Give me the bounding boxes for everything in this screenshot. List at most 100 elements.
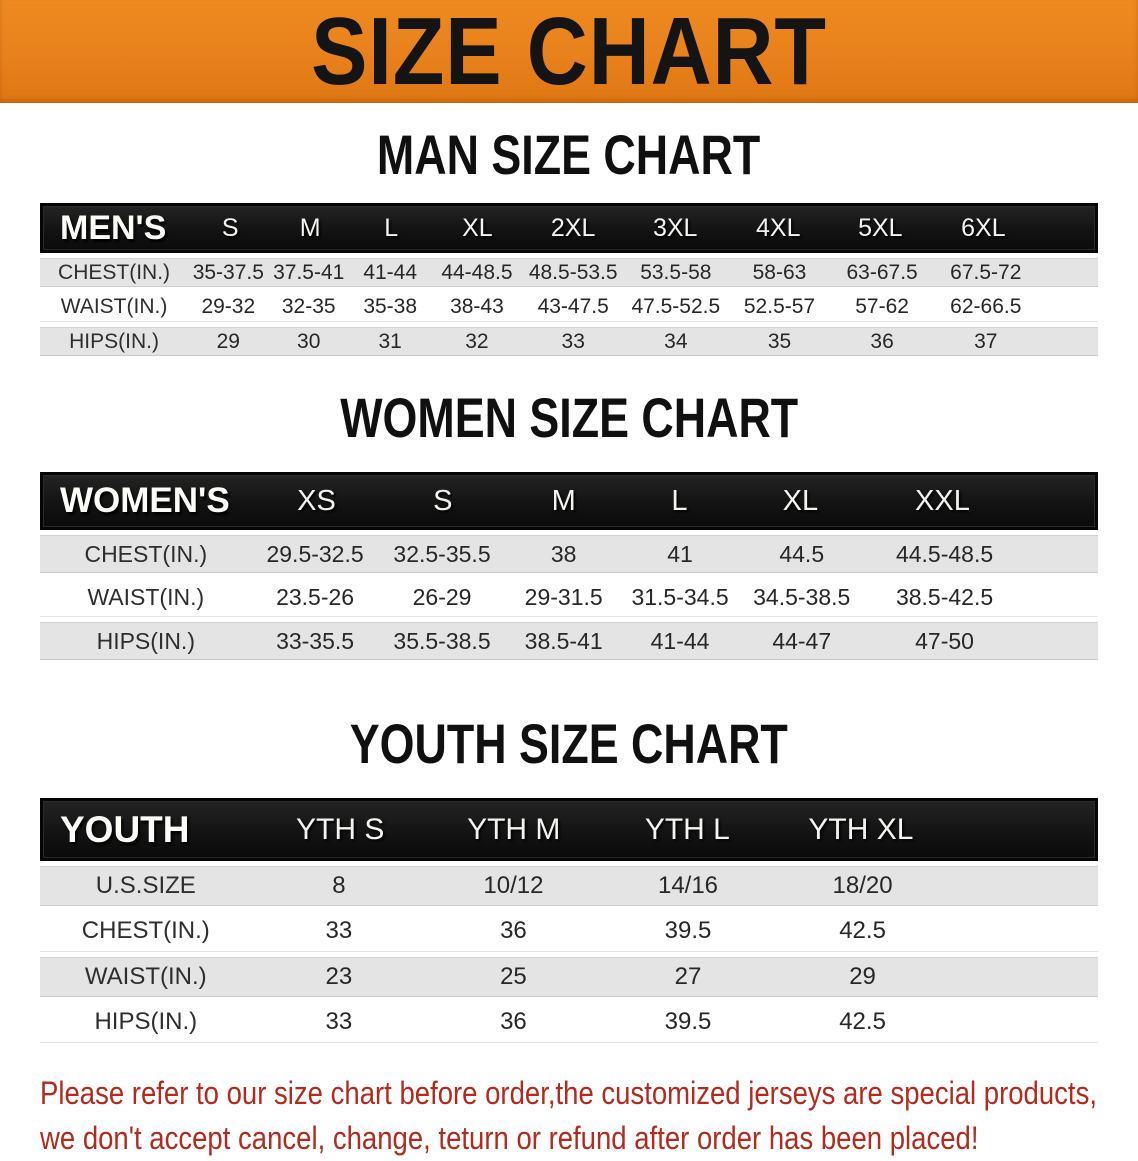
table-row: WAIST(IN.) 23.5-26 26-29 29-31.5 31.5-34.5 34… [40, 578, 1098, 617]
column-header: S [433, 484, 453, 517]
size-table: WOMEN'S XS S M L XL XXL CHEST(IN.) 29.5-32.5 32.5… [40, 472, 1098, 660]
section-heading: MAN SIZE CHART [377, 123, 761, 186]
size-value: 48.5-53.5 [528, 260, 618, 284]
size-value: 10/12 [483, 872, 544, 899]
size-section: MAN SIZE CHART MEN'S S M L XL 2XL 3XL 4XL 5XL 6XL C… [0, 127, 1138, 356]
row-label: CHEST(IN.) [58, 260, 171, 284]
column-header: XL [782, 484, 819, 517]
row-label: HIPS(IN.) [94, 1008, 198, 1035]
table-header-row: YOUTH YTH S YTH M YTH L YTH XL [40, 798, 1098, 861]
table-corner-label: MEN'S [60, 208, 167, 247]
table-row: CHEST(IN.) 33 36 39.5 42.5 [40, 911, 1098, 952]
table-row: HIPS(IN.) 33-35.5 35.5-38.5 38.5-41 41-44 44-… [40, 622, 1098, 660]
size-value: 44.5-48.5 [895, 540, 994, 567]
size-value: 63-67.5 [846, 260, 918, 284]
table-row: CHEST(IN.) 35-37.5 37.5-41 41-44 44-48.5 48.5… [40, 258, 1098, 287]
size-value: 26-29 [412, 583, 472, 610]
size-value: 53.5-58 [640, 260, 712, 284]
size-value: 23.5-26 [276, 583, 355, 610]
column-header: YTH M [467, 812, 561, 846]
size-value: 33 [325, 1008, 353, 1035]
size-value: 29-31.5 [524, 583, 603, 610]
size-value: 42.5 [839, 917, 886, 944]
table-corner-label: YOUTH [60, 808, 190, 850]
size-value: 25 [500, 963, 527, 990]
size-value: 41 [667, 540, 693, 567]
size-value: 67.5-72 [950, 260, 1022, 284]
column-header: XS [297, 484, 336, 517]
column-header: L [671, 484, 688, 517]
column-header: M [551, 484, 576, 517]
size-value: 42.5 [839, 1008, 886, 1035]
size-value: 8 [332, 872, 346, 899]
size-value: 43-47.5 [537, 294, 609, 318]
disclaimer-line-1: Please refer to our size chart before or… [40, 1075, 1097, 1111]
size-value: 37 [974, 329, 998, 353]
column-header: L [384, 213, 399, 242]
size-value: 27 [674, 963, 702, 990]
table-header-row: MEN'S S M L XL 2XL 3XL 4XL 5XL 6XL [40, 203, 1098, 253]
banner: SIZE CHART [0, 0, 1138, 103]
size-value: 47-50 [915, 627, 974, 654]
page-title: SIZE CHART [311, 0, 827, 105]
size-value: 33-35.5 [276, 627, 355, 654]
size-value: 32-35 [281, 294, 336, 318]
size-value: 38-43 [450, 294, 504, 318]
row-label: HIPS(IN.) [69, 329, 159, 353]
size-value: 18/20 [832, 872, 893, 899]
table-corner-label: WOMEN'S [60, 481, 230, 520]
size-value: 57-62 [855, 294, 909, 318]
table-row: CHEST(IN.) 29.5-32.5 32.5-35.5 38 41 44.5 44.5… [40, 535, 1098, 573]
section-heading-wrap: WOMEN SIZE CHART [0, 390, 1138, 446]
size-value: 62-66.5 [950, 294, 1022, 318]
table-row: WAIST(IN.) 23 25 27 29 [40, 957, 1098, 997]
column-header: YTH XL [808, 812, 914, 846]
size-value: 34.5-38.5 [753, 583, 851, 610]
size-value: 29 [216, 329, 240, 353]
size-value: 14/16 [657, 872, 719, 899]
size-table: YOUTH YTH S YTH M YTH L YTH XL U.S.SIZE 8 10/12… [40, 798, 1098, 1043]
size-value: 36 [870, 329, 894, 353]
row-label: CHEST(IN.) [84, 540, 208, 567]
section-heading: YOUTH SIZE CHART [349, 712, 789, 775]
row-label: HIPS(IN.) [96, 627, 195, 654]
size-value: 44-47 [772, 627, 832, 654]
column-header: YTH S [296, 812, 385, 846]
table-row: HIPS(IN.) 29 30 31 32 33 34 35 36 37 [40, 327, 1098, 356]
size-value: 23 [325, 963, 353, 990]
size-value: 32 [465, 329, 489, 353]
column-header: 5XL [858, 213, 903, 242]
size-value: 29.5-32.5 [266, 540, 364, 567]
size-value: 35.5-38.5 [393, 627, 491, 654]
column-header: 2XL [550, 213, 596, 242]
section-heading-wrap: MAN SIZE CHART [0, 127, 1138, 183]
column-header: 6XL [961, 213, 1006, 242]
size-value: 38.5-41 [524, 627, 603, 654]
size-value: 31 [378, 329, 402, 353]
row-label: WAIST(IN.) [84, 963, 207, 990]
column-header: 3XL [652, 213, 698, 242]
size-value: 37.5-41 [273, 260, 345, 284]
sections: MAN SIZE CHART MEN'S S M L XL 2XL 3XL 4XL 5XL 6XL C… [0, 127, 1138, 1043]
column-header: YTH L [644, 812, 730, 846]
column-header: 4XL [756, 213, 801, 242]
row-label: U.S.SIZE [95, 872, 196, 899]
column-header: XXL [915, 484, 970, 517]
disclaimer: Please refer to our size chart before or… [40, 1071, 1138, 1161]
disclaimer-line-2: we don't accept cancel, change, teturn o… [40, 1119, 979, 1156]
table-header-row: WOMEN'S XS S M L XL XXL [40, 472, 1098, 530]
size-value: 34 [664, 329, 688, 353]
size-value: 39.5 [664, 917, 712, 944]
size-value: 33 [561, 329, 585, 353]
size-value: 58-63 [752, 260, 807, 284]
size-value: 31.5-34.5 [631, 583, 729, 610]
size-value: 44-48.5 [441, 260, 513, 284]
size-value: 52.5-57 [743, 294, 816, 318]
section-heading-wrap: YOUTH SIZE CHART [0, 716, 1138, 772]
row-label: WAIST(IN.) [60, 294, 168, 318]
table-row: U.S.SIZE 8 10/12 14/16 18/20 [40, 866, 1098, 906]
section-heading: WOMEN SIZE CHART [340, 386, 798, 449]
size-value: 30 [297, 329, 321, 353]
row-label: WAIST(IN.) [87, 583, 205, 610]
size-value: 36 [500, 917, 527, 944]
